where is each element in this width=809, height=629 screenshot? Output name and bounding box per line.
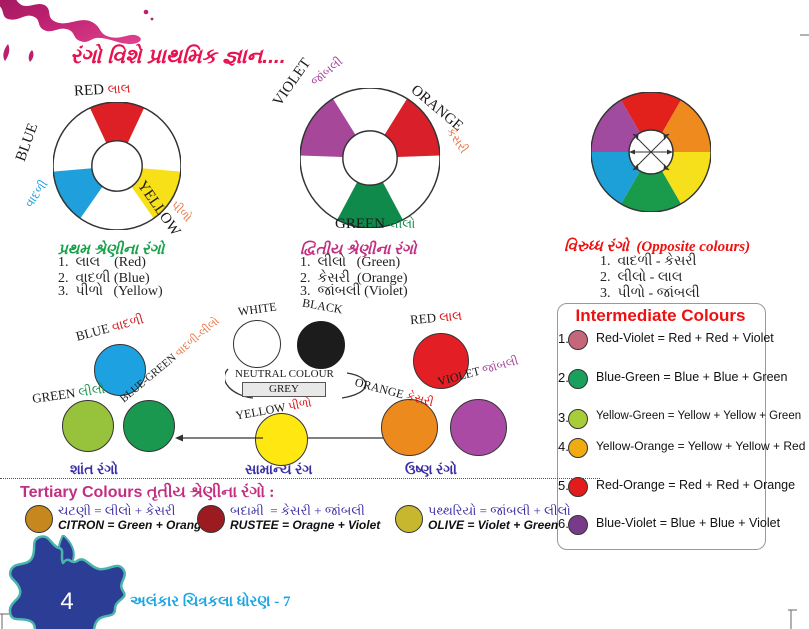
svg-text:4: 4 — [60, 588, 73, 615]
